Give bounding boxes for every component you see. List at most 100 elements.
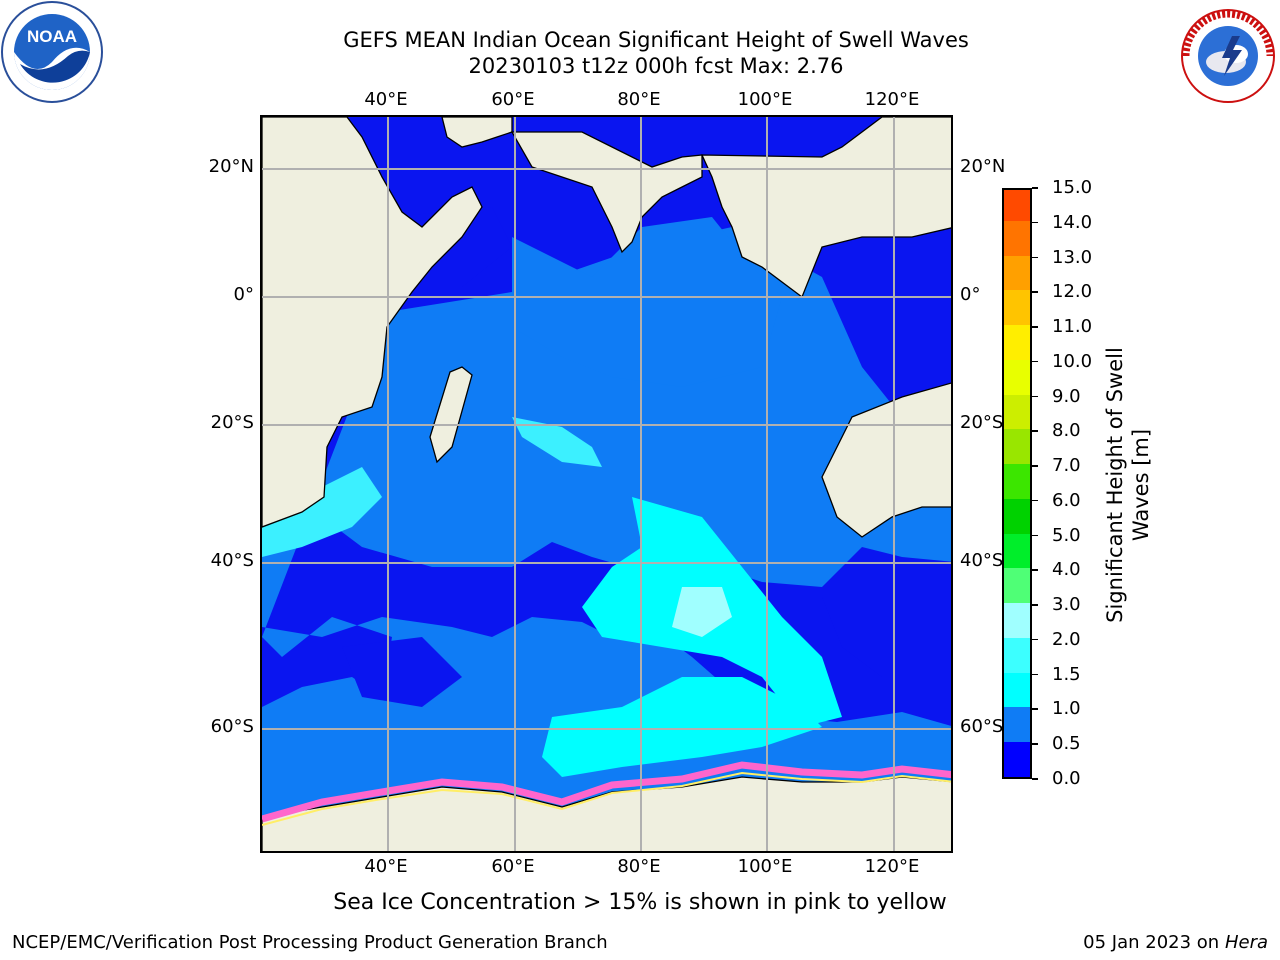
run-date-text: 05 Jan 2023 on (1083, 932, 1220, 953)
land-indochina (700, 117, 951, 299)
lat-tick-right-20s: 20°S (960, 412, 1004, 433)
colorbar-tick (1032, 395, 1038, 398)
land-antarctica (262, 776, 951, 851)
wave-band-0-0.5-southwest (342, 637, 462, 707)
colorbar-segment (1004, 741, 1030, 777)
colorbar-segment (1004, 532, 1030, 569)
colorbar-tick (1032, 673, 1038, 676)
colorbar-tick (1032, 465, 1038, 467)
lon-tick-top-40e: 40°E (364, 89, 408, 110)
credit-text: NCEP/EMC/Verification Post Processing Pr… (12, 932, 608, 953)
colorbar-tick-label: 5.0 (1052, 524, 1081, 546)
colorbar-tick (1032, 638, 1038, 641)
lon-tick-bottom-120e: 120°E (864, 856, 920, 877)
colorbar-title-line2: Waves [m] (1129, 428, 1153, 542)
colorbar-tick (1032, 499, 1038, 502)
lat-tick-left-20n: 20°N (208, 156, 254, 177)
map-title: GEFS MEAN Indian Ocean Significant Heigh… (343, 28, 969, 52)
lat-tick-right-40s: 40°S (960, 550, 1004, 571)
colorbar-tick (1032, 778, 1038, 780)
colorbar-tick-label: 11.0 (1052, 316, 1093, 338)
lat-tick-left-20s: 20°S (210, 412, 254, 433)
lon-tick-top-100e: 100°E (737, 89, 793, 110)
colorbar-tick (1032, 221, 1038, 224)
wave-band-1-1.5-tongue (512, 417, 602, 467)
colorbar-tick (1032, 291, 1038, 293)
colorbar-segment (1004, 190, 1030, 221)
colorbar-segment (1004, 671, 1030, 708)
colorbar-segment (1004, 358, 1030, 395)
lon-tick-top-60e: 60°E (491, 89, 535, 110)
lon-tick-bottom-80e: 80°E (617, 856, 661, 877)
sea-ice-inner (262, 771, 951, 826)
colorbar-title: Significant Height of Swell Waves [m] (1102, 285, 1154, 685)
colorbar-tick (1032, 326, 1038, 328)
colorbar-tick (1032, 569, 1038, 571)
colorbar-segment (1004, 497, 1030, 534)
colorbar-tick-label: 2.0 (1052, 628, 1081, 650)
colorbar-tick-label: 15.0 (1052, 177, 1093, 198)
lon-tick-top-120e: 120°E (864, 89, 920, 110)
colorbar-tick-label: 9.0 (1052, 385, 1081, 407)
colorbar-segment (1004, 706, 1030, 743)
colorbar-tick (1032, 534, 1038, 537)
lat-tick-left-60s: 60°S (210, 716, 254, 737)
colorbar-tick-label: 12.0 (1052, 281, 1093, 303)
noaa-logo-text: NOAA (27, 27, 77, 46)
land-australia (821, 382, 951, 538)
nws-logo (1180, 8, 1276, 104)
colorbar-tick-label: 3.0 (1052, 594, 1081, 616)
colorbar-tick-label: 13.0 (1052, 246, 1093, 268)
colorbar-tick (1032, 743, 1038, 745)
colorbar-tick (1032, 430, 1038, 432)
colorbar-tick-label: 0.5 (1052, 733, 1081, 755)
wave-band-2-3 (672, 587, 732, 637)
colorbar-segment (1004, 324, 1030, 360)
colorbar-segment (1004, 463, 1030, 499)
colorbar-segment (1004, 428, 1030, 465)
colorbar-segment (1004, 636, 1030, 673)
run-date: 05 Jan 2023 on Hera (1083, 932, 1268, 953)
colorbar (1002, 188, 1032, 779)
colorbar-tick-label: 8.0 (1052, 420, 1081, 442)
colorbar-tick-label: 1.0 (1052, 698, 1081, 720)
colorbar-tick-label: 7.0 (1052, 455, 1081, 477)
wave-band-1-1.5-west (262, 467, 382, 557)
lon-tick-bottom-40e: 40°E (364, 856, 408, 877)
colorbar-tick (1032, 187, 1038, 189)
run-date-host: Hera (1224, 932, 1268, 953)
colorbar-tick-label: 0.0 (1052, 768, 1081, 789)
lat-tick-left-0: 0° (233, 284, 254, 305)
colorbar-segment (1004, 567, 1030, 604)
colorbar-tick (1032, 256, 1038, 259)
swell-height-map (262, 117, 951, 851)
colorbar-segment (1004, 393, 1030, 430)
colorbar-tick-label: 6.0 (1052, 489, 1081, 511)
lat-tick-left-40s: 40°S (210, 550, 254, 571)
map-subtitle: 20230103 t12z 000h fcst Max: 2.76 (468, 54, 844, 78)
land-india (510, 131, 703, 254)
wave-band-1-1.5-south (542, 677, 822, 777)
noaa-logo: NOAA (0, 0, 104, 104)
colorbar-segment (1004, 602, 1030, 638)
colorbar-segment (1004, 289, 1030, 326)
wave-band-0.5-1-north (512, 217, 782, 387)
land-arabia (441, 117, 513, 148)
colorbar-tick-label: 14.0 (1052, 211, 1093, 233)
colorbar-tick-label: 4.0 (1052, 559, 1081, 581)
lon-tick-top-80e: 80°E (617, 89, 661, 110)
sea-ice-edge (262, 761, 951, 823)
lon-tick-bottom-100e: 100°E (737, 856, 793, 877)
map-panel (260, 115, 953, 853)
colorbar-tick-label: 10.0 (1052, 350, 1093, 372)
land-madagascar (429, 366, 473, 464)
wave-band-0-0.5-southeast (822, 597, 951, 677)
lat-tick-right-60s: 60°S (960, 716, 1004, 737)
colorbar-segment (1004, 219, 1030, 256)
colorbar-tick-label: 1.5 (1052, 663, 1081, 685)
lat-tick-right-0: 0° (960, 284, 981, 305)
sea-ice-footnote: Sea Ice Concentration > 15% is shown in … (333, 890, 947, 915)
colorbar-tick (1032, 360, 1038, 363)
lon-tick-bottom-60e: 60°E (491, 856, 535, 877)
colorbar-tick (1032, 604, 1038, 606)
